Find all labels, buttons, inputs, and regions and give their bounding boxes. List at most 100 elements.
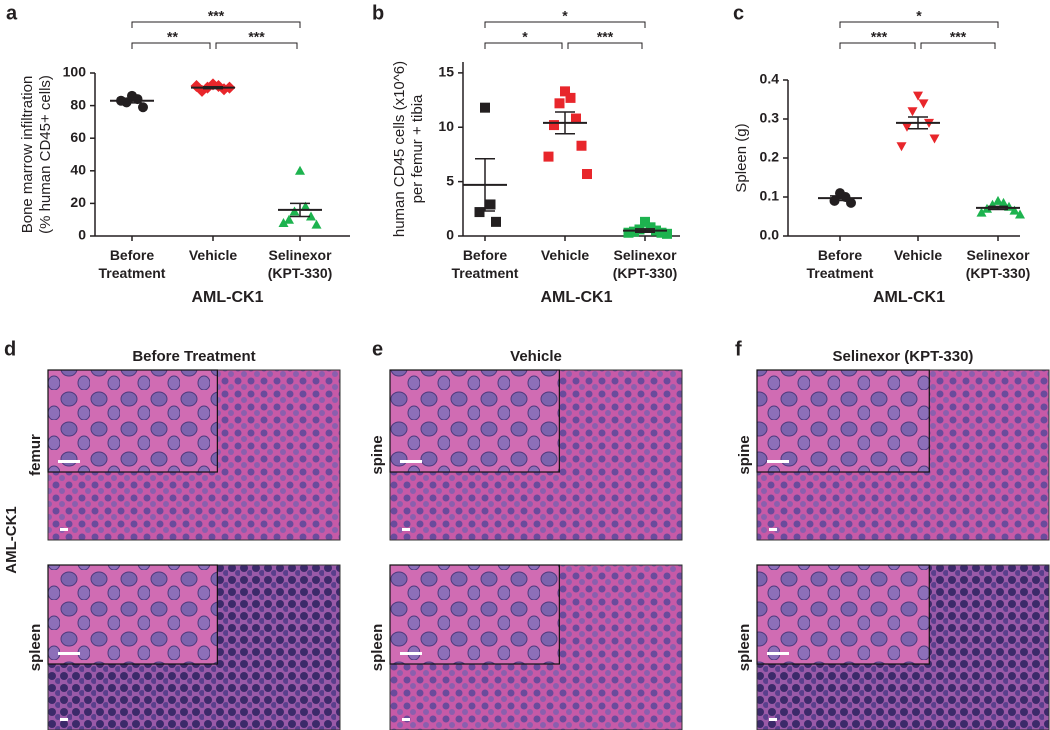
significance-bracket: [920, 42, 996, 49]
data-point: [902, 122, 912, 132]
significance-bracket: [215, 42, 298, 49]
x-tick-label: Selinexor (KPT-330): [268, 247, 333, 281]
y-tick-label: 0: [78, 227, 86, 243]
panel-title: Vehicle: [510, 348, 562, 365]
y-tick-label: 0.1: [760, 188, 780, 204]
significance-bracket: [839, 42, 916, 49]
error-bar: [555, 111, 575, 135]
data-point: [976, 207, 987, 217]
x-tick-label-line: Selinexor: [966, 247, 1030, 263]
error-bar: [988, 205, 1008, 211]
x-tick-label: Vehicle: [541, 247, 589, 263]
x-tick-label-line: Treatment: [452, 265, 519, 281]
data-point: [560, 86, 570, 97]
data-point: [138, 102, 148, 113]
content: a Bone marrow infiltration (% human CD45+ …: [3, 2, 1050, 730]
scale-bar: [400, 460, 422, 463]
row-label: spleen: [369, 624, 386, 672]
y-tick-label: 0.3: [760, 110, 780, 126]
histology-inset: [389, 369, 560, 473]
y-tick-label: 5: [446, 172, 454, 188]
x-tick-label: Selinexor (KPT-330): [613, 247, 678, 281]
panel-label: b: [372, 2, 384, 24]
x-tick-label: Before Treatment: [99, 247, 166, 281]
data-point: [913, 91, 923, 101]
significance-bracket: [484, 42, 563, 49]
x-axis-label: AML-CK1: [541, 289, 613, 306]
x-tick-label-line: Selinexor: [613, 247, 677, 263]
error-bar: [635, 228, 655, 233]
scale-bar: [769, 718, 777, 721]
error-bar: [203, 85, 223, 90]
y-axis-label: per femur + tibia: [409, 94, 426, 203]
x-tick-label-line: Before: [110, 247, 155, 263]
scale-bar: [58, 460, 80, 463]
scale-bar: [769, 528, 777, 531]
data-point: [549, 120, 559, 131]
panel-label: a: [6, 2, 18, 24]
data-point: [623, 227, 634, 238]
y-tick-label: 60: [70, 129, 86, 145]
significance-label: ***: [871, 29, 888, 45]
x-tick-label: Before Treatment: [807, 247, 874, 281]
data-point: [284, 214, 294, 224]
data-point: [289, 206, 300, 216]
scale-bar: [58, 652, 80, 655]
significance-bracket: [131, 42, 211, 49]
data-point: [993, 195, 1003, 205]
data-point: [278, 217, 289, 227]
x-tick-label-line: Before: [463, 247, 508, 263]
x-tick-label: Before Treatment: [452, 247, 519, 281]
data-point: [582, 169, 592, 180]
row-label: femur: [27, 434, 44, 476]
x-tick-label-line: Treatment: [99, 265, 166, 281]
y-tick-label: 0: [446, 227, 454, 243]
scale-bar: [767, 460, 789, 463]
y-tick-label: 20: [70, 194, 86, 210]
y-axis-label: Spleen (g): [733, 123, 750, 192]
data-point: [896, 142, 907, 152]
panel-label: d: [4, 338, 16, 360]
y-tick-label: 0.4: [760, 71, 780, 87]
y-tick-label: 100: [63, 64, 87, 80]
data-point: [543, 151, 554, 162]
data-point: [311, 219, 322, 229]
data-point: [640, 216, 650, 227]
data-point: [474, 207, 485, 218]
data-point: [300, 201, 311, 211]
data-point: [306, 211, 316, 221]
row-label: spine: [736, 435, 753, 474]
data-point: [846, 197, 856, 208]
panel-label: f: [735, 338, 742, 360]
x-tick-label: Selinexor (KPT-330): [966, 247, 1031, 281]
significance-label: **: [167, 29, 178, 45]
panel-label: e: [372, 338, 383, 360]
significance-bracket: [839, 21, 999, 28]
histology-inset: [47, 369, 218, 473]
scale-bar: [60, 718, 68, 721]
x-axis-label: AML-CK1: [873, 289, 945, 306]
x-tick-label-line: Treatment: [807, 265, 874, 281]
y-axis-label: (% human CD45+ cells): [37, 75, 54, 234]
side-label: AML-CK1: [3, 506, 20, 574]
error-bar: [830, 195, 850, 202]
data-point: [295, 165, 305, 175]
scale-bar: [767, 652, 789, 655]
data-point: [929, 134, 940, 144]
data-point: [491, 216, 501, 227]
scale-bar: [402, 528, 410, 531]
error-bar: [290, 202, 310, 218]
significance-bracket: [131, 21, 301, 28]
significance-label: *: [916, 8, 922, 24]
x-tick-label-line: Vehicle: [894, 247, 942, 263]
data-point: [645, 222, 656, 233]
histology-inset: [756, 369, 930, 473]
y-tick-label: 0.2: [760, 149, 780, 165]
row-label: spleen: [736, 624, 753, 672]
row-label: spleen: [27, 624, 44, 672]
data-point: [480, 102, 490, 113]
data-point: [576, 140, 587, 151]
data-point: [565, 92, 576, 103]
y-axis-label: Bone marrow infiltration: [19, 76, 36, 234]
